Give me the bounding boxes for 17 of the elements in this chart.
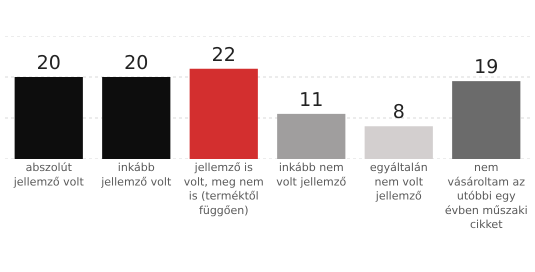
data-label: 11 bbox=[299, 88, 324, 111]
data-label: 20 bbox=[124, 52, 148, 74]
data-label: 8 bbox=[392, 101, 405, 124]
bar bbox=[102, 77, 170, 159]
bar bbox=[277, 114, 346, 159]
data-label: 20 bbox=[36, 52, 61, 74]
x-tick-label: nem vásároltam az utóbbi egy évben műszaki cikket bbox=[444, 161, 528, 232]
x-tick-label: inkább jellemző volt bbox=[100, 161, 172, 188]
data-label: 22 bbox=[212, 44, 236, 66]
bar bbox=[14, 77, 83, 159]
bar bbox=[190, 68, 258, 159]
x-tick-label: abszolút jellemző volt bbox=[12, 161, 84, 188]
data-label: 19 bbox=[474, 56, 498, 78]
x-tick-label: jellemző is volt, meg nem is (terméktől függően) bbox=[184, 161, 264, 217]
x-tick-label: egyáltalán nem volt jellemző bbox=[370, 161, 428, 203]
x-tick-label: inkább nem volt jellemző bbox=[276, 161, 347, 188]
bar bbox=[452, 81, 520, 159]
